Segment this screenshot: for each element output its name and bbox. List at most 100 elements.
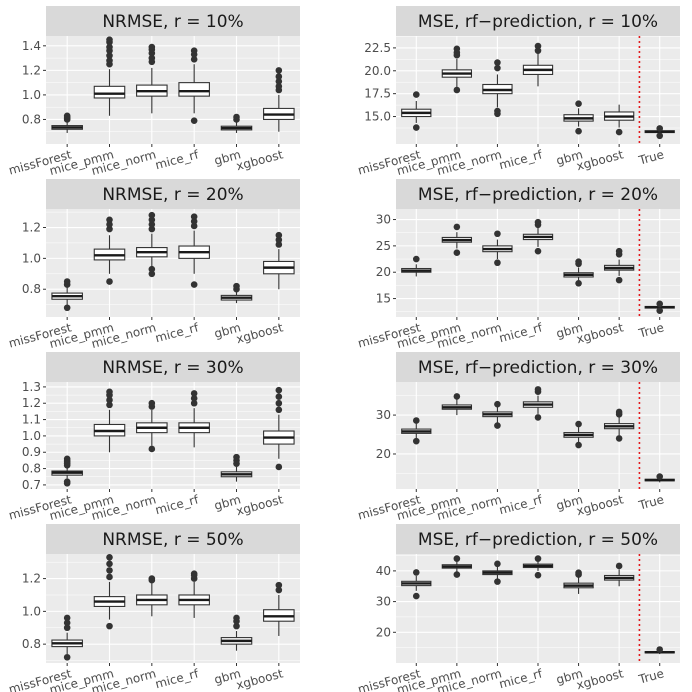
box-mice_pmm xyxy=(441,555,473,578)
box-gbm xyxy=(563,569,594,594)
box-missForest xyxy=(401,569,432,600)
y-tick-label: 1.0 xyxy=(22,604,41,618)
outlier-point xyxy=(106,396,113,404)
y-tick-label: 1.0 xyxy=(22,88,41,102)
box-True xyxy=(644,125,675,140)
panel-4: MSE, rf−prediction, r = 20%15202530missF… xyxy=(356,179,680,351)
y-tick-label: 1.2 xyxy=(22,221,41,235)
outlier-point xyxy=(575,127,582,135)
x-tick-label: xgboost xyxy=(575,492,625,518)
y-tick-label: 0.8 xyxy=(22,637,41,651)
box-mice_pmm xyxy=(441,393,473,416)
x-tick-label: True xyxy=(636,492,665,512)
panel-title: MSE, rf−prediction, r = 30% xyxy=(418,358,658,378)
outlier-point xyxy=(275,73,283,80)
box-xgboost xyxy=(263,581,295,636)
outlier-point xyxy=(148,225,156,233)
outlier-point xyxy=(275,393,283,401)
outlier-point xyxy=(63,304,71,312)
outlier-point xyxy=(534,555,542,562)
outlier-point xyxy=(106,401,113,409)
panel-2: MSE, rf−prediction, r = 10% 15.0 17.5 20.0 2… xyxy=(356,6,680,178)
outlier-point xyxy=(494,64,501,72)
box-mice_pmm xyxy=(93,36,126,116)
x-tick-label: xgboost xyxy=(575,320,625,346)
strip-background xyxy=(46,352,300,382)
outlier-point xyxy=(190,213,198,221)
box-missForest xyxy=(51,614,83,661)
y-tick-label: 1.4 xyxy=(22,39,41,53)
outlier-point xyxy=(494,259,501,267)
box-mice_norm xyxy=(482,230,513,267)
outlier-point xyxy=(453,393,461,400)
outlier-point xyxy=(148,265,156,273)
box-mice_norm xyxy=(136,211,168,278)
box-mice_norm xyxy=(482,400,513,429)
outlier-point xyxy=(412,437,420,445)
outlier-point xyxy=(275,406,283,414)
outlier-point xyxy=(412,255,420,263)
outlier-point xyxy=(575,420,582,428)
panel-6: MSE, rf−prediction, r = 30%2030missFores… xyxy=(356,352,680,523)
y-tick-label: 17.5 xyxy=(364,87,391,101)
outlier-point xyxy=(275,586,283,594)
box-mice_rf xyxy=(522,42,554,87)
outlier-point xyxy=(275,463,283,471)
outlier-point xyxy=(106,221,113,228)
outlier-point xyxy=(575,441,582,449)
y-tick-label: 20 xyxy=(376,265,391,279)
outlier-point xyxy=(494,400,501,408)
box-mice_pmm xyxy=(441,223,473,257)
panel-title: NRMSE, r = 30% xyxy=(102,358,243,378)
box-xgboost xyxy=(603,562,635,587)
outlier-point xyxy=(148,221,156,228)
outlier-point xyxy=(190,117,198,124)
box-mice_norm xyxy=(136,399,168,453)
box-mice_pmm xyxy=(93,553,126,630)
x-tick-label: gbm xyxy=(213,320,243,340)
outlier-point xyxy=(190,395,198,402)
box-missForest xyxy=(51,112,83,133)
outlier-point xyxy=(615,435,623,442)
outlier-point xyxy=(190,56,198,63)
outlier-point xyxy=(63,278,71,285)
outlier-point xyxy=(148,270,156,278)
outlier-point xyxy=(106,388,113,396)
box-True xyxy=(644,646,675,655)
x-tick-label: gbm xyxy=(213,147,243,167)
strip-background xyxy=(46,524,300,554)
outlier-point xyxy=(534,414,542,421)
box-missForest xyxy=(51,278,83,312)
y-tick-label: 15.0 xyxy=(364,110,391,124)
box-gbm xyxy=(220,453,253,482)
outlier-point xyxy=(106,52,113,59)
x-tick-label: mice_rf xyxy=(154,666,201,691)
outlier-point xyxy=(575,279,582,287)
outlier-point xyxy=(494,578,501,585)
outlier-point xyxy=(190,47,198,55)
x-tick-label: xgboost xyxy=(235,320,285,346)
x-tick-label: xgboost xyxy=(235,666,285,692)
outlier-point xyxy=(656,307,664,314)
outlier-point xyxy=(275,231,283,239)
strip-background xyxy=(396,179,680,209)
outlier-point xyxy=(63,614,71,622)
panel-title: NRMSE, r = 10% xyxy=(102,12,243,32)
iqr-box xyxy=(178,82,210,97)
outlier-point xyxy=(656,646,664,653)
box-mice_rf xyxy=(522,386,554,421)
panel-title: MSE, rf−prediction, r = 50% xyxy=(418,530,658,550)
box-gbm xyxy=(563,420,594,449)
box-gbm xyxy=(220,282,253,304)
x-tick-label: mice_rf xyxy=(497,492,544,517)
outlier-point xyxy=(233,614,240,622)
outlier-point xyxy=(106,278,113,285)
box-xgboost xyxy=(603,408,635,442)
outlier-point xyxy=(494,422,501,429)
box-xgboost xyxy=(603,247,635,284)
box-mice_rf xyxy=(178,47,210,124)
box-gbm xyxy=(563,258,594,287)
outlier-point xyxy=(63,455,71,463)
outlier-point xyxy=(233,622,240,630)
